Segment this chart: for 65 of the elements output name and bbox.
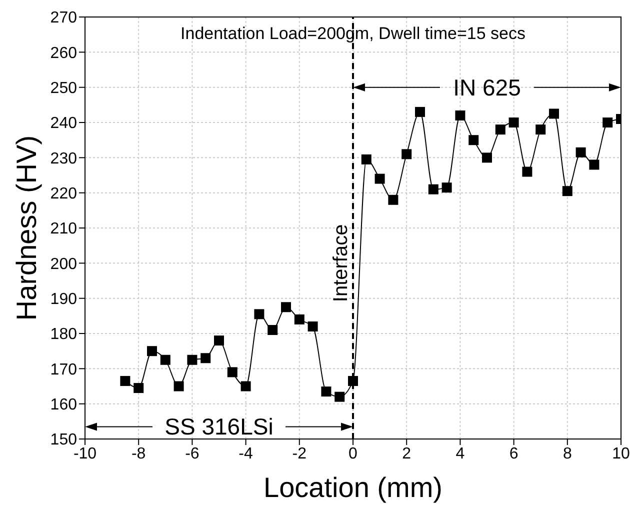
point — [495, 124, 506, 135]
point — [321, 386, 332, 397]
x-tick-label: 10 — [612, 445, 630, 462]
point — [455, 110, 466, 120]
point — [402, 149, 412, 160]
point — [361, 154, 372, 164]
x-tick-label: -6 — [185, 445, 200, 462]
y-tick-label: 250 — [50, 80, 78, 98]
y-tick-label: 220 — [50, 186, 78, 203]
x-tick-label: 0 — [348, 445, 358, 462]
annotation: SS 316LSi — [164, 414, 274, 440]
point — [187, 354, 198, 365]
point — [281, 302, 291, 312]
point — [522, 166, 532, 177]
x-tick-label: -8 — [131, 445, 146, 462]
point — [602, 118, 613, 128]
y-axis-title: Hardness (HV) — [11, 135, 42, 321]
x-tick-label: 4 — [456, 445, 465, 462]
y-tick-label: 170 — [50, 361, 78, 378]
y-tick-label: 240 — [50, 115, 78, 132]
point — [268, 324, 278, 335]
x-tick-label: 2 — [402, 445, 412, 462]
point — [147, 346, 157, 356]
point — [549, 108, 559, 119]
chart-title: Indentation Load=200gm, Dwell time=15 secs — [180, 24, 526, 43]
point — [589, 160, 600, 170]
y-tick-label: 270 — [50, 10, 78, 27]
point — [415, 106, 425, 117]
point — [254, 309, 264, 320]
x-tick-label: -4 — [238, 445, 254, 462]
point — [428, 184, 438, 194]
y-tick-label: 210 — [50, 220, 78, 238]
point — [536, 124, 546, 135]
y-tick-label: 190 — [50, 291, 78, 308]
point — [174, 381, 184, 392]
x-axis-title: Location (mm) — [264, 472, 442, 503]
point — [120, 376, 130, 386]
point — [308, 321, 318, 332]
y-tick-label: 200 — [50, 256, 78, 273]
x-tick-label: -2 — [292, 445, 307, 462]
y-tick-label: 230 — [50, 150, 78, 168]
point — [160, 354, 170, 365]
point — [200, 353, 211, 364]
point — [576, 147, 586, 158]
point — [294, 314, 304, 324]
y-tick-label: 180 — [50, 326, 78, 344]
point — [388, 194, 398, 205]
y-tick-label: 260 — [50, 44, 78, 62]
point — [468, 135, 479, 146]
point — [214, 336, 224, 346]
ref-line-label: Interface — [330, 224, 352, 302]
point — [442, 182, 452, 193]
point — [240, 381, 251, 392]
point — [348, 376, 358, 386]
annotation: IN 625 — [453, 74, 521, 100]
point — [374, 174, 385, 184]
point — [334, 392, 345, 402]
point — [134, 383, 144, 394]
point — [508, 118, 519, 128]
point — [227, 367, 238, 378]
x-tick-label: 6 — [509, 445, 518, 462]
y-tick-label: 160 — [50, 396, 78, 414]
point — [562, 186, 572, 196]
x-tick-label: 8 — [562, 445, 572, 462]
point — [482, 152, 492, 163]
